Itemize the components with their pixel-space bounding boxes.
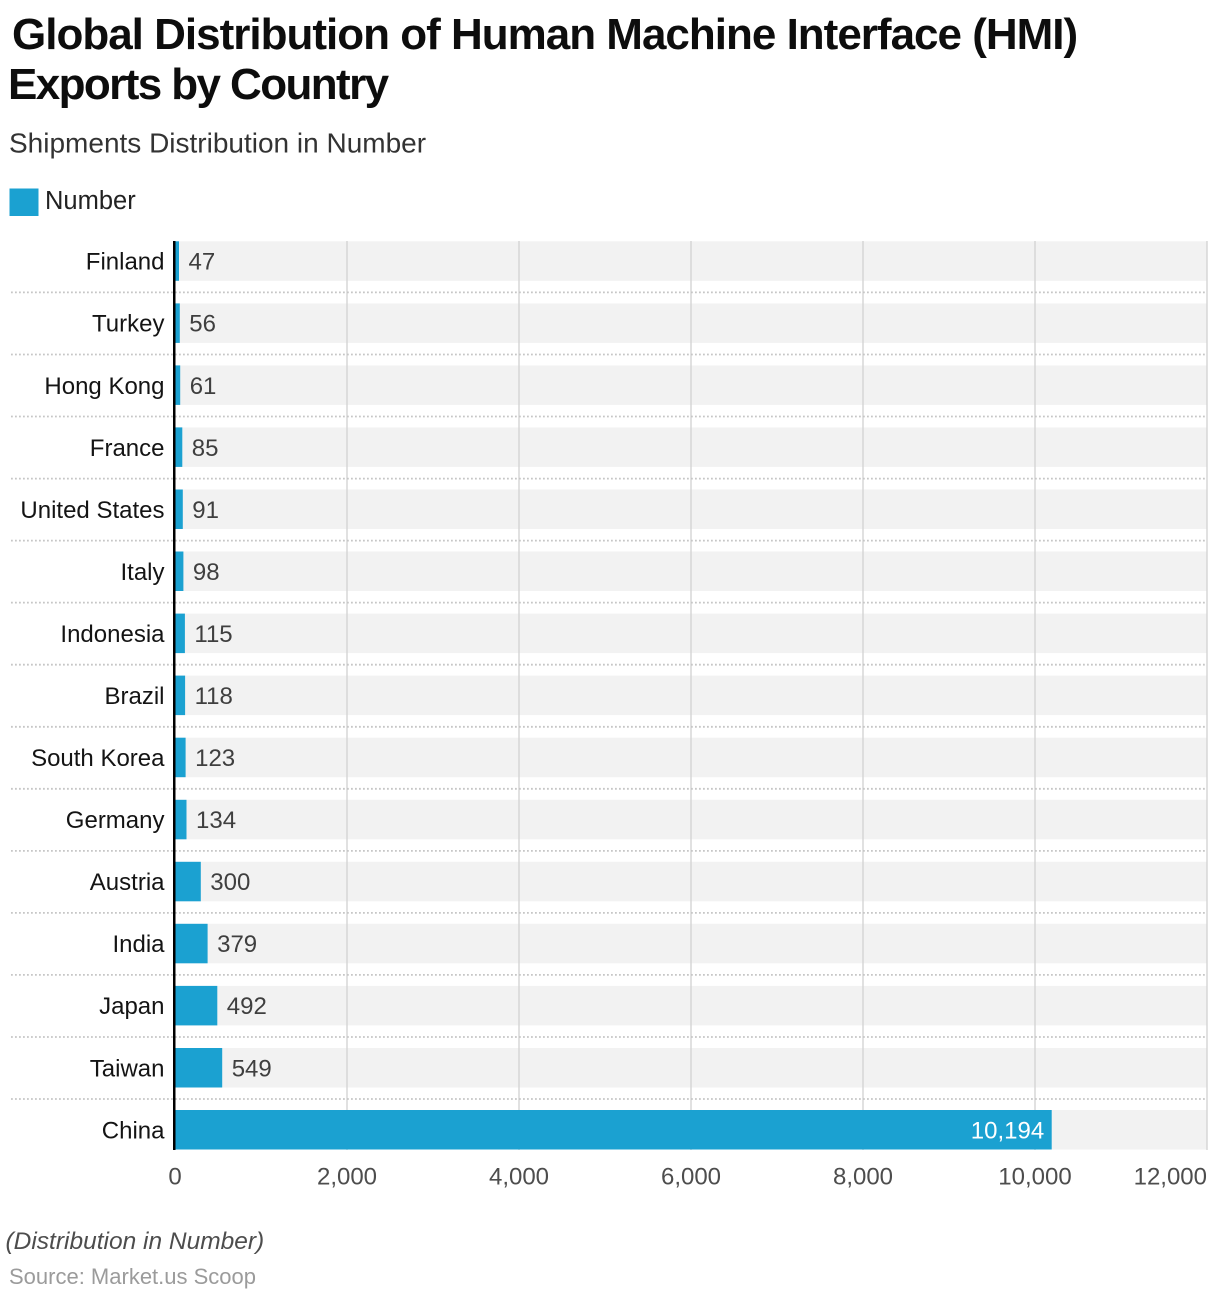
svg-text:6,000: 6,000 xyxy=(661,1164,721,1191)
svg-text:United States: United States xyxy=(20,497,164,524)
svg-text:300: 300 xyxy=(210,869,250,896)
svg-text:85: 85 xyxy=(192,435,219,462)
svg-text:549: 549 xyxy=(232,1055,272,1082)
svg-text:Taiwan: Taiwan xyxy=(90,1055,165,1082)
svg-text:2,000: 2,000 xyxy=(317,1164,377,1191)
svg-text:118: 118 xyxy=(195,683,233,710)
svg-text:India: India xyxy=(112,931,165,958)
svg-text:98: 98 xyxy=(193,559,220,586)
svg-text:Germany: Germany xyxy=(66,807,165,834)
svg-text:492: 492 xyxy=(227,993,267,1020)
svg-text:379: 379 xyxy=(217,931,257,958)
svg-text:Italy: Italy xyxy=(120,559,164,586)
svg-text:10,000: 10,000 xyxy=(998,1164,1071,1191)
svg-text:115: 115 xyxy=(194,621,232,648)
svg-text:134: 134 xyxy=(196,807,236,834)
svg-text:Global Distribution of Human M: Global Distribution of Human Machine Int… xyxy=(12,10,1077,59)
svg-text:Indonesia: Indonesia xyxy=(60,621,165,648)
svg-text:61: 61 xyxy=(190,373,217,400)
svg-text:10,194: 10,194 xyxy=(971,1117,1044,1144)
svg-text:South Korea: South Korea xyxy=(31,745,165,772)
svg-text:Japan: Japan xyxy=(99,993,164,1020)
svg-text:123: 123 xyxy=(195,745,235,772)
svg-text:France: France xyxy=(90,435,165,462)
svg-text:China: China xyxy=(102,1117,165,1144)
svg-text:4,000: 4,000 xyxy=(489,1164,549,1191)
svg-text:Turkey: Turkey xyxy=(92,311,164,338)
svg-text:(Distribution in Number): (Distribution in Number) xyxy=(6,1228,265,1255)
svg-text:Shipments Distribution in Numb: Shipments Distribution in Number xyxy=(9,128,426,159)
svg-text:Austria: Austria xyxy=(90,869,165,896)
svg-text:Number: Number xyxy=(45,187,136,215)
svg-text:Brazil: Brazil xyxy=(104,683,164,710)
svg-text:47: 47 xyxy=(189,249,216,276)
svg-text:91: 91 xyxy=(192,497,219,524)
svg-text:Finland: Finland xyxy=(86,249,165,276)
svg-text:56: 56 xyxy=(189,311,216,338)
svg-text:Exports by Country: Exports by Country xyxy=(8,60,390,109)
svg-text:8,000: 8,000 xyxy=(833,1164,893,1191)
svg-text:0: 0 xyxy=(168,1164,181,1191)
svg-text:Hong Kong: Hong Kong xyxy=(44,373,164,400)
svg-text:Source: Market.us Scoop: Source: Market.us Scoop xyxy=(9,1264,256,1289)
svg-text:12,000: 12,000 xyxy=(1134,1164,1207,1191)
